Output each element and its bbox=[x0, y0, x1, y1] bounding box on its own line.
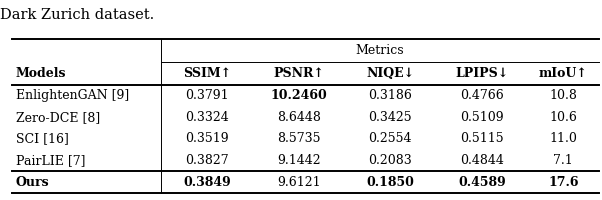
Text: 10.2460: 10.2460 bbox=[270, 89, 327, 102]
Text: 0.4766: 0.4766 bbox=[460, 89, 504, 102]
Text: Ours: Ours bbox=[16, 176, 49, 189]
Text: 8.5735: 8.5735 bbox=[277, 132, 320, 146]
Text: 0.3519: 0.3519 bbox=[185, 132, 229, 146]
Text: 0.4589: 0.4589 bbox=[458, 176, 506, 189]
Text: 9.6121: 9.6121 bbox=[277, 176, 320, 189]
Text: 0.3186: 0.3186 bbox=[368, 89, 412, 102]
Text: SCI [16]: SCI [16] bbox=[16, 132, 69, 146]
Text: 0.3849: 0.3849 bbox=[183, 176, 231, 189]
Text: 0.5115: 0.5115 bbox=[460, 132, 504, 146]
Text: 10.6: 10.6 bbox=[550, 111, 577, 124]
Text: SSIM↑: SSIM↑ bbox=[183, 67, 231, 80]
Text: Metrics: Metrics bbox=[356, 44, 405, 57]
Text: 7.1: 7.1 bbox=[553, 154, 573, 167]
Text: 0.3425: 0.3425 bbox=[368, 111, 412, 124]
Text: 0.3324: 0.3324 bbox=[185, 111, 229, 124]
Text: 0.4844: 0.4844 bbox=[460, 154, 504, 167]
Text: EnlightenGAN [9]: EnlightenGAN [9] bbox=[16, 89, 129, 102]
Text: 17.6: 17.6 bbox=[548, 176, 579, 189]
Text: 0.2083: 0.2083 bbox=[368, 154, 412, 167]
Text: Dark Zurich dataset.: Dark Zurich dataset. bbox=[0, 8, 154, 22]
Text: Models: Models bbox=[16, 67, 66, 80]
Text: PairLIE [7]: PairLIE [7] bbox=[16, 154, 85, 167]
Text: 0.3791: 0.3791 bbox=[185, 89, 229, 102]
Text: 0.1850: 0.1850 bbox=[367, 176, 414, 189]
Text: 8.6448: 8.6448 bbox=[277, 111, 321, 124]
Text: 0.3827: 0.3827 bbox=[185, 154, 229, 167]
Text: Zero-DCE [8]: Zero-DCE [8] bbox=[16, 111, 100, 124]
Text: NIQE↓: NIQE↓ bbox=[366, 67, 414, 80]
Text: PSNR↑: PSNR↑ bbox=[273, 67, 324, 80]
Text: 0.2554: 0.2554 bbox=[368, 132, 412, 146]
Text: 0.5109: 0.5109 bbox=[460, 111, 504, 124]
Text: 11.0: 11.0 bbox=[550, 132, 577, 146]
Text: LPIPS↓: LPIPS↓ bbox=[455, 67, 509, 80]
Text: 10.8: 10.8 bbox=[550, 89, 577, 102]
Text: 9.1442: 9.1442 bbox=[277, 154, 320, 167]
Text: mIoU↑: mIoU↑ bbox=[539, 67, 588, 80]
